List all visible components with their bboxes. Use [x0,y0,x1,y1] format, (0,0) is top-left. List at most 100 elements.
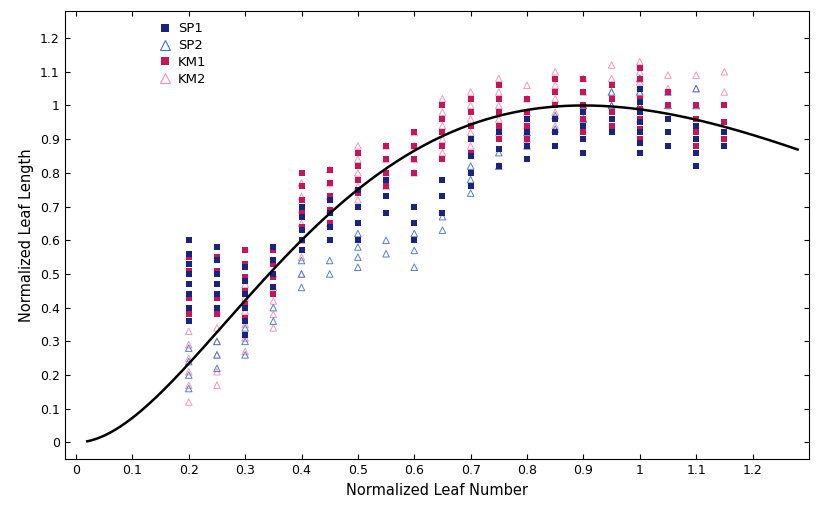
Point [491,162,505,170]
Point [210,310,224,319]
Point [210,280,224,288]
Point [295,236,308,244]
Point [351,196,364,204]
Point [520,128,533,137]
Point [464,128,477,137]
Point [632,88,645,96]
Point [520,81,533,89]
Point [295,253,308,261]
Point [661,101,674,109]
Point [210,337,224,345]
Point [379,155,392,163]
Point [632,135,645,143]
Point [436,95,449,103]
Point [407,142,420,150]
Point [182,280,195,288]
Point [238,287,251,295]
Point [632,75,645,83]
Point [379,236,392,244]
Point [407,219,420,228]
Point [210,243,224,251]
Point [407,263,420,271]
X-axis label: Normalized Leaf Number: Normalized Leaf Number [346,483,527,498]
Point [436,142,449,150]
Point [491,122,505,130]
Point [323,219,336,228]
Point [436,226,449,234]
Point [604,88,618,96]
Point [210,368,224,376]
Point [632,128,645,137]
Point [182,358,195,366]
Point [182,371,195,379]
Point [182,253,195,261]
Point [238,314,251,322]
Point [576,122,589,130]
Point [632,95,645,103]
Point [491,95,505,103]
Point [210,381,224,389]
Point [717,68,730,76]
Point [182,304,195,312]
Point [295,179,308,187]
Point [379,250,392,258]
Point [689,84,702,93]
Point [464,162,477,170]
Point [717,142,730,150]
Point [520,122,533,130]
Point [238,260,251,268]
Point [323,219,336,228]
Point [464,108,477,116]
Point [295,169,308,177]
Point [604,108,618,116]
Point [182,341,195,349]
Point [379,192,392,200]
Point [182,236,195,244]
Point [323,192,336,200]
Point [182,384,195,393]
Point [379,175,392,183]
Point [407,155,420,163]
Point [210,351,224,359]
Point [717,101,730,109]
Point [632,84,645,93]
Point [266,324,279,332]
Point [689,101,702,109]
Point [491,149,505,157]
Point [295,236,308,244]
Point [238,290,251,298]
Point [491,75,505,83]
Point [351,155,364,163]
Point [238,280,251,288]
Point [436,155,449,163]
Point [576,149,589,157]
Point [491,128,505,137]
Point [295,192,308,200]
Point [323,270,336,278]
Point [351,182,364,191]
Point [238,347,251,356]
Legend: SP1, SP2, KM1, KM2: SP1, SP2, KM1, KM2 [156,22,206,86]
Point [210,351,224,359]
Point [295,283,308,291]
Point [210,280,224,288]
Point [464,135,477,143]
Point [604,81,618,89]
Point [632,115,645,123]
Point [632,101,645,109]
Point [548,75,561,83]
Point [689,71,702,79]
Point [436,101,449,109]
Point [323,236,336,244]
Point [464,189,477,197]
Point [351,243,364,251]
Point [351,189,364,197]
Point [238,337,251,345]
Point [238,324,251,332]
Point [520,155,533,163]
Point [689,101,702,109]
Point [576,115,589,123]
Point [351,203,364,211]
Point [238,317,251,325]
Point [182,344,195,352]
